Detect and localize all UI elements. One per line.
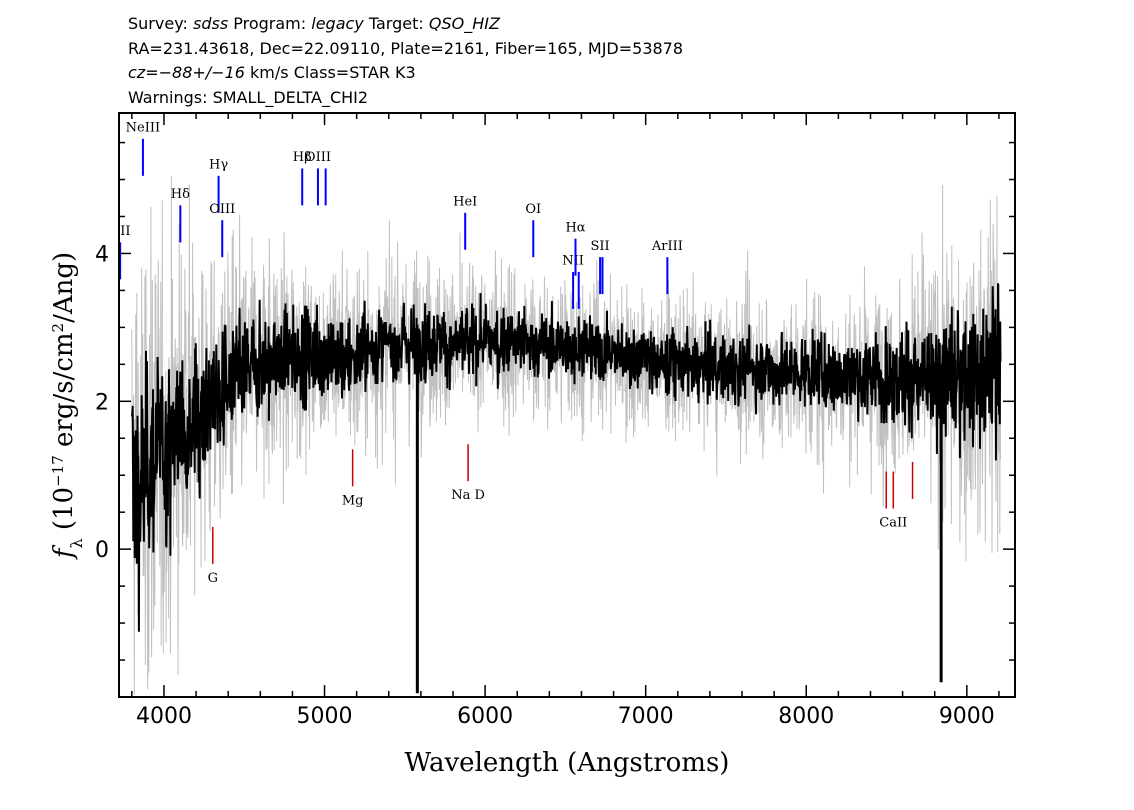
emission-line-label: NeIII [126,120,160,135]
flux-spectrum-line [130,283,1002,632]
survey-label: Survey: [128,14,188,33]
x-axis-title: Wavelength (Angstroms) [405,748,730,778]
flux-series [130,283,1002,694]
y-tick-label: 2 [95,390,109,415]
spectrum-header: Survey: sdss Program: legacy Target: QSO… [128,12,683,110]
target-value: QSO_HIZ [428,14,500,33]
emission-line-label: OIII [305,150,331,165]
y-tick-label: 0 [95,538,109,563]
emission-line-label: OI [525,202,541,217]
survey-value: sdss [192,14,229,33]
emission-line-label: ArIII [651,239,683,254]
target-label: Target: [368,14,424,33]
plot-frame [118,112,1016,698]
x-tick-label: 7000 [618,704,674,729]
emission-line-label: SII [590,239,609,254]
x-tick-label: 6000 [457,704,513,729]
absorption-line-label: G [208,571,218,586]
emission-line-label: Hα [565,220,585,235]
x-tick-label: 8000 [778,704,834,729]
emission-line-label: OIII [209,202,235,217]
emission-line-label: OII [110,224,131,239]
absorption-line-label: Mg [342,493,364,508]
class-value: km/s Class=STAR K3 [244,63,416,82]
x-tick-label: 9000 [939,704,995,729]
x-tick-label: 4000 [136,704,192,729]
emission-line-label: HeI [453,194,477,209]
y-axis-title: fλ (10−17 erg/s/cm2/Ang) [49,252,86,560]
emission-line-label: NII [562,254,584,269]
cz-value: cz=−88+/−16 [128,63,245,82]
absorption-line-label: Na D [451,488,485,503]
y-tick-label: 4 [95,242,109,267]
header-line-warnings: Warnings: SMALL_DELTA_CHI2 [128,87,369,107]
emission-line-label: Hγ [209,157,228,172]
program-value: legacy [311,14,364,33]
emission-line-label: Hβ [293,150,312,165]
axis-ticks: 4000 5000 6000 7000 8000 9000 0 2 4 [95,113,1015,729]
program-label: Program: [233,14,307,33]
emission-line-label: Hδ [171,187,190,202]
absorption-line-label: CaII [879,515,907,530]
header-line-redshift: cz=−88+/−16 km/s Class=STAR K3 [128,61,683,86]
header-line-coords: RA=231.43618, Dec=22.09110, Plate=2161, … [128,38,684,58]
header-line-target: Survey: sdss Program: legacy Target: QSO… [128,12,683,37]
x-tick-label: 5000 [297,704,353,729]
